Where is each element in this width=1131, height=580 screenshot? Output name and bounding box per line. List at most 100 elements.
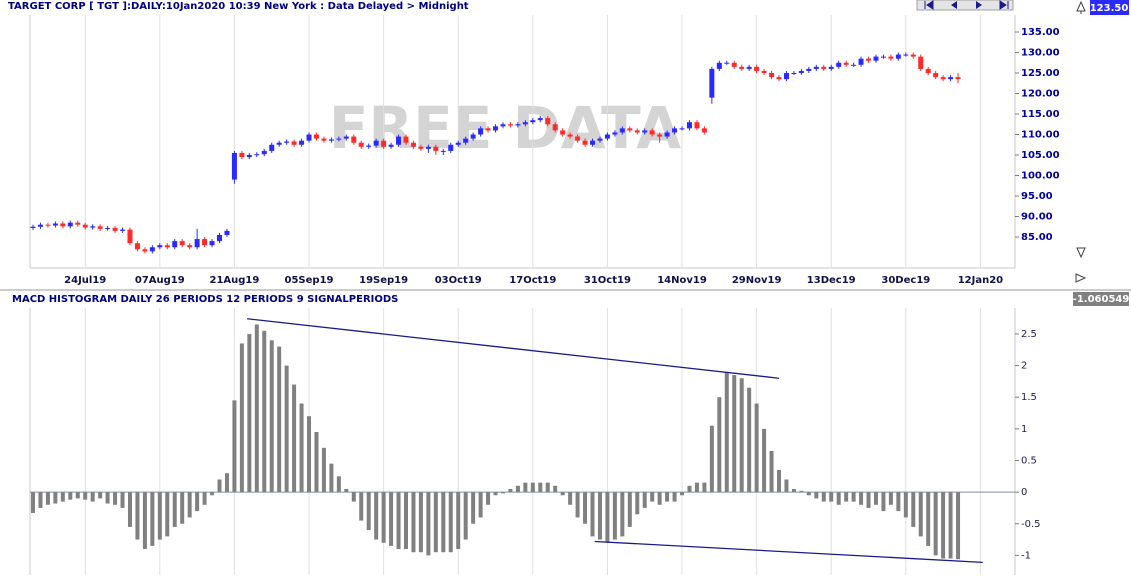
scroll-down[interactable] [1076, 247, 1086, 259]
candle-body [425, 146, 431, 149]
candle-body [836, 62, 842, 67]
histogram-bar [224, 473, 229, 493]
histogram-bar [769, 450, 774, 493]
histogram-bar [941, 492, 946, 559]
candle-body [791, 73, 797, 75]
histogram-bar [411, 492, 416, 553]
last-price-box [1090, 0, 1129, 15]
histogram-bar [806, 492, 811, 496]
nav-first[interactable] [924, 0, 934, 10]
candle-body [560, 130, 566, 135]
histogram-bar [836, 492, 841, 505]
y-tick-label: 130.00 [1021, 48, 1060, 59]
candle-body [851, 64, 857, 66]
scroll-up[interactable] [1076, 0, 1086, 14]
histogram-bar [165, 492, 170, 537]
candle-body [873, 56, 879, 61]
candle-body [888, 56, 894, 59]
histogram-bar [709, 425, 714, 493]
candle-body [112, 227, 118, 231]
candle-body [776, 77, 782, 80]
candle-body [940, 77, 946, 80]
histogram-bar [202, 492, 207, 505]
nav-next[interactable] [976, 1, 982, 9]
histogram-bar [195, 492, 200, 512]
y-tick-label: 120.00 [1021, 89, 1060, 100]
histogram-bar [881, 492, 886, 512]
histogram-bar [665, 492, 670, 502]
histogram-bar [620, 492, 625, 537]
candle-body [746, 66, 752, 69]
histogram-bar [284, 365, 289, 493]
scroll-right[interactable] [1075, 273, 1087, 283]
candle-body [328, 139, 334, 141]
histogram-bar [851, 492, 856, 502]
y-tick-label: 110.00 [1021, 130, 1060, 141]
candle-body [925, 68, 931, 74]
candle-body [686, 122, 692, 129]
candle-body [649, 130, 655, 135]
histogram-bar [500, 492, 505, 494]
histogram-bar [217, 479, 222, 493]
histogram-bar [120, 492, 125, 508]
candle-body [284, 141, 290, 143]
histogram-bar [31, 492, 35, 513]
histogram-bar [523, 482, 528, 493]
histogram-bar [329, 463, 334, 493]
candle-body [217, 234, 222, 242]
candle-body [515, 124, 521, 126]
candle-body [67, 222, 73, 227]
histogram-bar [754, 403, 759, 493]
candle-body [664, 132, 670, 137]
histogram-bar [135, 492, 140, 540]
candle-body [545, 118, 551, 125]
histogram-bar [493, 492, 498, 496]
chart-title: MACD HISTOGRAM DAILY 26 PERIODS 12 PERIO… [12, 294, 398, 305]
histogram-bar [75, 492, 80, 499]
histogram-bar [277, 346, 282, 493]
candle-body [239, 152, 245, 158]
candle-body [582, 140, 588, 145]
candle-body [813, 66, 819, 69]
candle-body [783, 73, 789, 80]
histogram-bar [702, 482, 707, 493]
histogram-bar [657, 492, 662, 505]
nav-last[interactable] [999, 0, 1009, 10]
histogram-bar [926, 492, 931, 546]
nav-prev[interactable] [951, 1, 957, 9]
candle-body [716, 62, 722, 69]
candle-body [82, 224, 88, 228]
histogram-bar [687, 485, 692, 493]
histogram-bar [262, 330, 267, 493]
candle-body [948, 77, 954, 80]
y-tick-label: 2 [1021, 361, 1027, 372]
candle-body [478, 128, 484, 135]
x-tick-label: 03Oct19 [435, 275, 482, 286]
histogram-bar [612, 492, 617, 540]
candle-body [694, 122, 700, 129]
candle-body [276, 142, 282, 145]
candle-body [537, 118, 543, 121]
histogram-bar [873, 492, 878, 505]
candle-body [895, 54, 901, 59]
candle-body [343, 136, 349, 139]
nav-bar[interactable] [916, 0, 1014, 11]
histogram-bar [210, 492, 215, 496]
histogram-bar [389, 492, 394, 546]
candle-body [567, 134, 573, 137]
candle-body [231, 152, 237, 180]
histogram-bar [336, 476, 341, 493]
candle-body [672, 128, 678, 133]
candle-body [955, 77, 961, 80]
candle-body [657, 134, 663, 137]
x-tick-label: 24Jul19 [64, 275, 106, 286]
nav-buttons[interactable] [916, 0, 1014, 11]
histogram-bar [642, 492, 647, 508]
histogram-bar [650, 492, 655, 502]
candle-body [627, 128, 633, 131]
y-tick-label: 105.00 [1021, 150, 1060, 161]
histogram-bar [814, 492, 819, 499]
x-tick-label: 14Nov19 [657, 275, 707, 286]
histogram-bar [113, 492, 118, 505]
histogram-bar [747, 387, 752, 493]
